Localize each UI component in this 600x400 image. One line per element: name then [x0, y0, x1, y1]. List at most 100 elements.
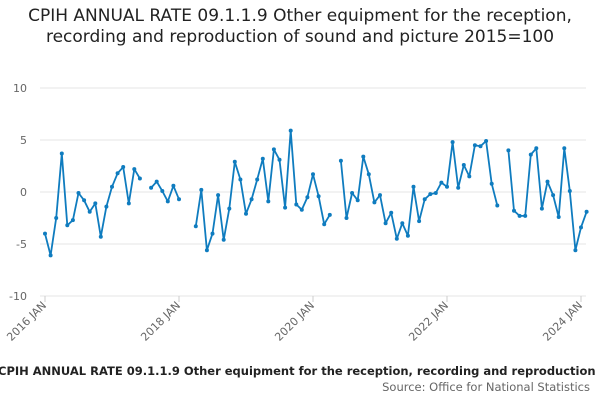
- data-point[interactable]: [288, 128, 293, 133]
- data-point[interactable]: [249, 197, 254, 202]
- data-point[interactable]: [110, 184, 114, 189]
- data-point[interactable]: [70, 218, 75, 223]
- data-point[interactable]: [338, 158, 343, 163]
- data-point[interactable]: [154, 179, 159, 184]
- data-point[interactable]: [171, 183, 176, 188]
- data-point[interactable]: [311, 172, 315, 177]
- data-point[interactable]: [210, 231, 215, 236]
- data-point[interactable]: [450, 140, 455, 145]
- data-point[interactable]: [227, 206, 232, 211]
- data-point[interactable]: [573, 248, 578, 253]
- data-point[interactable]: [316, 194, 321, 199]
- data-point[interactable]: [48, 253, 53, 258]
- data-point[interactable]: [405, 233, 410, 238]
- data-point[interactable]: [562, 146, 567, 151]
- data-point[interactable]: [472, 143, 477, 148]
- data-point[interactable]: [467, 174, 472, 179]
- data-point[interactable]: [232, 159, 237, 164]
- data-point[interactable]: [439, 180, 444, 185]
- data-point[interactable]: [121, 165, 126, 169]
- y-tick-label: 5: [20, 134, 27, 147]
- data-point[interactable]: [512, 208, 516, 213]
- data-point[interactable]: [87, 209, 92, 214]
- data-point[interactable]: [137, 176, 142, 181]
- data-point[interactable]: [523, 213, 528, 218]
- data-point[interactable]: [461, 163, 466, 167]
- data-point[interactable]: [579, 225, 583, 230]
- data-point[interactable]: [551, 193, 556, 198]
- data-point[interactable]: [126, 201, 131, 206]
- data-point[interactable]: [177, 197, 181, 202]
- data-point[interactable]: [299, 207, 304, 212]
- data-point[interactable]: [433, 191, 438, 195]
- data-point[interactable]: [160, 189, 165, 193]
- data-point[interactable]: [484, 139, 489, 143]
- data-point[interactable]: [556, 215, 561, 219]
- data-point[interactable]: [216, 193, 221, 198]
- data-point[interactable]: [305, 195, 310, 200]
- data-point[interactable]: [54, 216, 59, 220]
- data-point[interactable]: [104, 204, 109, 209]
- data-point[interactable]: [165, 199, 170, 204]
- data-point[interactable]: [534, 146, 539, 151]
- data-point[interactable]: [59, 151, 64, 156]
- data-point[interactable]: [204, 248, 209, 253]
- data-point[interactable]: [422, 197, 427, 202]
- data-point[interactable]: [350, 191, 355, 195]
- data-point[interactable]: [132, 167, 137, 172]
- data-point[interactable]: [411, 184, 416, 189]
- data-point[interactable]: [400, 221, 405, 226]
- data-point[interactable]: [43, 231, 47, 236]
- data-point[interactable]: [266, 199, 271, 204]
- data-point[interactable]: [506, 148, 511, 153]
- data-point[interactable]: [199, 187, 204, 192]
- y-tick-label: 10: [13, 82, 27, 95]
- data-point[interactable]: [238, 177, 243, 182]
- data-point[interactable]: [539, 206, 544, 211]
- data-point[interactable]: [478, 144, 483, 149]
- data-point[interactable]: [389, 210, 394, 215]
- data-point[interactable]: [372, 200, 377, 205]
- data-point[interactable]: [283, 205, 288, 210]
- data-point[interactable]: [456, 185, 461, 190]
- data-point[interactable]: [383, 221, 388, 226]
- data-point[interactable]: [366, 172, 371, 177]
- data-point[interactable]: [98, 234, 103, 239]
- data-point[interactable]: [545, 179, 550, 184]
- data-point[interactable]: [255, 177, 260, 182]
- data-point[interactable]: [93, 201, 98, 206]
- data-point[interactable]: [355, 198, 360, 203]
- x-tick-label: 2020 JAN: [272, 299, 317, 344]
- data-point[interactable]: [394, 236, 399, 241]
- data-point[interactable]: [517, 213, 522, 218]
- data-point[interactable]: [65, 223, 70, 228]
- data-point[interactable]: [378, 193, 382, 198]
- data-point[interactable]: [82, 198, 87, 203]
- data-point[interactable]: [584, 209, 589, 214]
- data-point[interactable]: [193, 224, 198, 229]
- data-point[interactable]: [495, 203, 500, 208]
- data-point[interactable]: [277, 157, 282, 162]
- data-point[interactable]: [361, 154, 366, 159]
- series-line-segment: [507, 147, 588, 252]
- data-point[interactable]: [260, 156, 265, 161]
- data-point[interactable]: [322, 222, 327, 227]
- data-point[interactable]: [417, 219, 422, 224]
- data-point[interactable]: [445, 184, 449, 189]
- data-point[interactable]: [428, 192, 433, 197]
- data-point[interactable]: [528, 152, 533, 157]
- data-point[interactable]: [149, 185, 154, 190]
- data-point[interactable]: [76, 191, 81, 195]
- y-tick-label: -5: [16, 238, 27, 251]
- data-point[interactable]: [327, 212, 332, 217]
- data-point[interactable]: [221, 237, 226, 242]
- data-point[interactable]: [115, 171, 120, 176]
- data-point[interactable]: [294, 202, 299, 207]
- data-point[interactable]: [244, 211, 248, 216]
- data-point[interactable]: [271, 147, 276, 152]
- data-point[interactable]: [489, 181, 494, 186]
- data-point[interactable]: [344, 216, 349, 220]
- data-point[interactable]: [567, 189, 572, 193]
